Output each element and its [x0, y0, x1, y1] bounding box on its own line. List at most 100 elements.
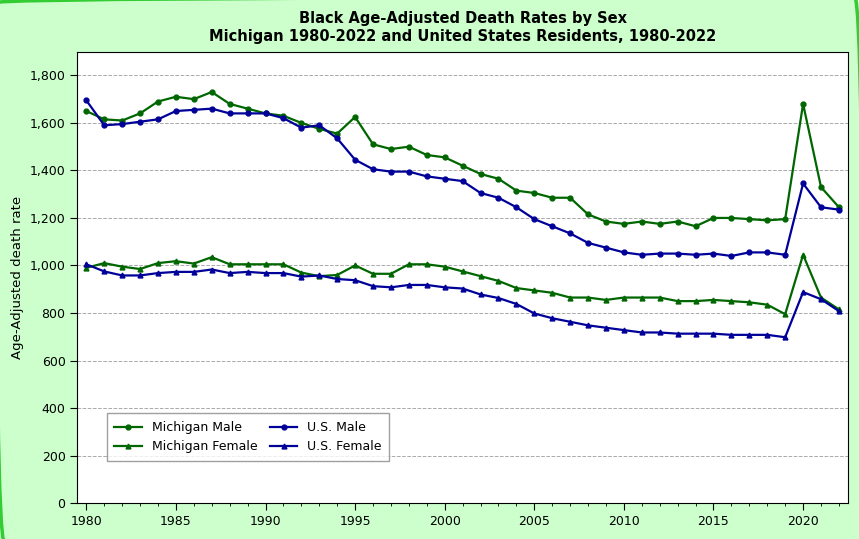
U.S. Female	[780, 334, 790, 341]
U.S. Male	[618, 249, 629, 255]
Michigan Female	[583, 294, 594, 301]
Michigan Male	[691, 223, 701, 230]
Michigan Male	[171, 94, 181, 100]
U.S. Female	[475, 291, 485, 298]
U.S. Female	[637, 329, 647, 336]
U.S. Male	[458, 178, 468, 184]
U.S. Male	[637, 252, 647, 258]
U.S. Female	[529, 310, 539, 317]
Michigan Female	[368, 271, 378, 277]
Michigan Male	[422, 152, 432, 158]
U.S. Female	[565, 319, 576, 325]
U.S. Female	[260, 270, 271, 277]
Michigan Male	[547, 195, 557, 201]
U.S. Male	[440, 176, 450, 182]
U.S. Male	[296, 125, 307, 131]
Michigan Male	[458, 162, 468, 169]
U.S. Male	[726, 253, 736, 259]
Y-axis label: Age-Adjusted death rate: Age-Adjusted death rate	[11, 196, 24, 359]
U.S. Female	[296, 273, 307, 280]
Michigan Female	[511, 285, 521, 291]
U.S. Male	[404, 168, 414, 175]
Michigan Female	[834, 306, 844, 313]
U.S. Female	[135, 272, 145, 279]
Michigan Female	[314, 273, 325, 279]
U.S. Male	[224, 110, 235, 116]
U.S. Female	[673, 330, 683, 337]
U.S. Female	[709, 330, 719, 337]
Michigan Female	[600, 296, 611, 303]
U.S. Male	[81, 97, 91, 103]
Michigan Male	[493, 176, 503, 182]
U.S. Female	[278, 270, 289, 277]
Michigan Female	[709, 296, 719, 303]
U.S. Female	[242, 268, 253, 275]
U.S. Female	[153, 270, 163, 277]
U.S. Male	[744, 249, 754, 255]
Michigan Male	[386, 146, 396, 153]
Michigan Male	[529, 190, 539, 196]
U.S. Male	[780, 252, 790, 258]
Michigan Female	[673, 298, 683, 305]
Michigan Male	[673, 218, 683, 225]
Michigan Male	[99, 116, 109, 122]
Michigan Female	[332, 272, 343, 278]
U.S. Male	[260, 110, 271, 116]
Michigan Male	[224, 101, 235, 107]
U.S. Male	[314, 122, 325, 128]
U.S. Female	[99, 268, 109, 275]
U.S. Male	[350, 156, 360, 163]
Michigan Female	[726, 298, 736, 305]
U.S. Female	[224, 270, 235, 277]
U.S. Female	[583, 322, 594, 329]
U.S. Male	[117, 121, 127, 127]
U.S. Male	[798, 180, 808, 186]
Michigan Male	[314, 126, 325, 132]
Michigan Male	[278, 113, 289, 119]
Michigan Female	[171, 258, 181, 265]
U.S. Male	[816, 204, 826, 211]
Michigan Male	[798, 101, 808, 107]
Michigan Female	[422, 261, 432, 267]
Michigan Male	[440, 154, 450, 161]
U.S. Male	[368, 166, 378, 172]
Michigan Male	[260, 110, 271, 116]
Michigan Male	[117, 118, 127, 124]
Michigan Male	[135, 110, 145, 116]
Michigan Female	[153, 260, 163, 266]
Line: U.S. Male: U.S. Male	[84, 98, 841, 258]
Michigan Male	[475, 171, 485, 177]
U.S. Male	[242, 110, 253, 116]
Michigan Male	[600, 218, 611, 225]
U.S. Male	[600, 244, 611, 251]
U.S. Male	[565, 230, 576, 237]
U.S. Female	[744, 331, 754, 338]
U.S. Male	[475, 190, 485, 196]
Michigan Female	[565, 294, 576, 301]
Line: Michigan Male: Michigan Male	[84, 89, 841, 229]
Legend: Michigan Male, Michigan Female, U.S. Male, U.S. Female: Michigan Male, Michigan Female, U.S. Mal…	[107, 413, 389, 461]
Michigan Male	[709, 215, 719, 221]
Michigan Male	[816, 184, 826, 190]
U.S. Male	[583, 240, 594, 246]
Michigan Male	[81, 108, 91, 114]
U.S. Male	[673, 250, 683, 257]
U.S. Female	[81, 261, 91, 267]
Michigan Female	[81, 265, 91, 271]
U.S. Male	[153, 116, 163, 122]
U.S. Female	[547, 315, 557, 321]
U.S. Male	[493, 195, 503, 201]
Michigan Male	[780, 216, 790, 223]
U.S. Female	[350, 277, 360, 284]
Michigan Male	[153, 98, 163, 105]
U.S. Male	[511, 204, 521, 211]
Michigan Female	[296, 270, 307, 276]
Michigan Male	[207, 89, 217, 95]
U.S. Male	[189, 107, 199, 113]
U.S. Male	[278, 115, 289, 121]
Michigan Male	[762, 217, 772, 224]
Michigan Female	[816, 294, 826, 301]
U.S. Male	[762, 249, 772, 255]
U.S. Female	[404, 282, 414, 288]
Michigan Male	[332, 130, 343, 137]
